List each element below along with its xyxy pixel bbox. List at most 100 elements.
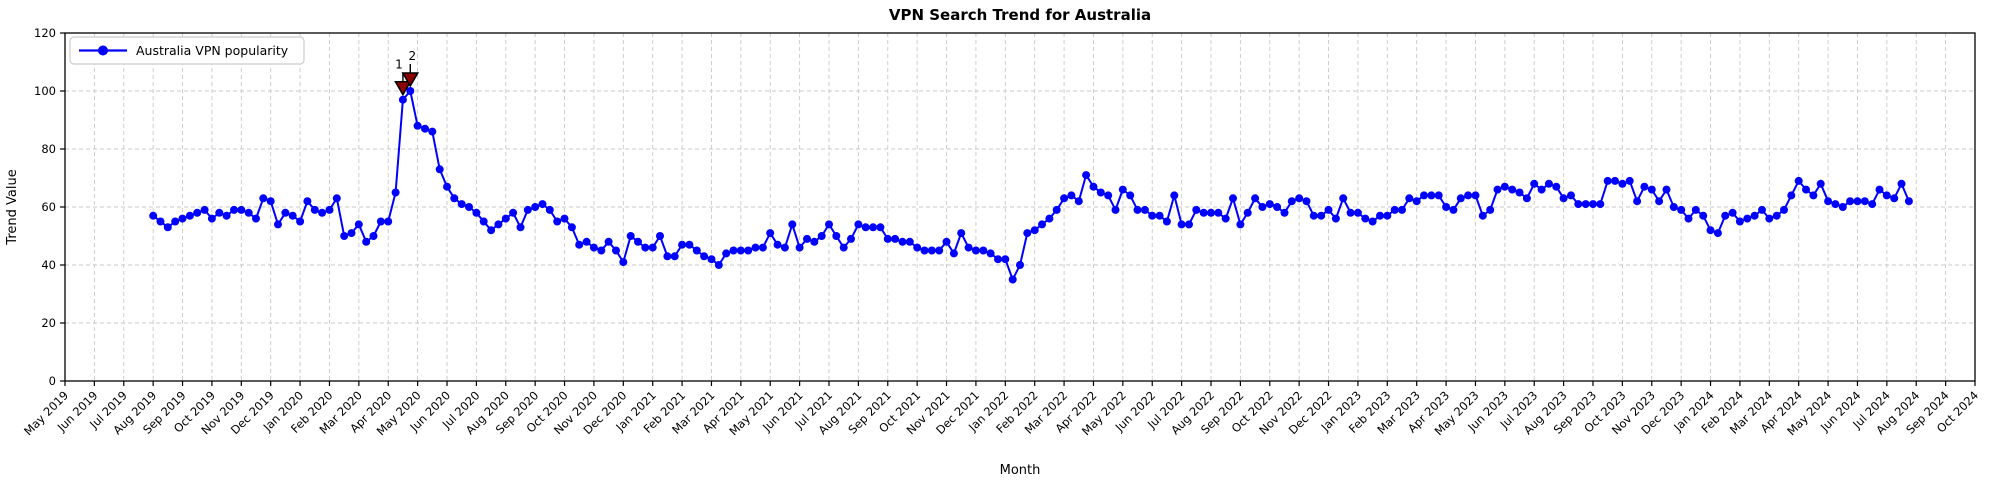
data-point: [861, 223, 870, 232]
data-point: [869, 223, 878, 232]
data-point: [729, 246, 738, 255]
data-point: [1655, 197, 1664, 206]
data-point: [1721, 211, 1730, 220]
data-point: [1346, 208, 1355, 217]
data-point: [832, 232, 841, 240]
data-point: [1096, 188, 1105, 197]
data-point: [949, 249, 958, 258]
data-point: [318, 208, 327, 217]
data-point: [1427, 191, 1436, 200]
data-point: [920, 246, 929, 255]
data-point: [1728, 208, 1737, 217]
data-point: [538, 200, 547, 209]
data-point: [1500, 182, 1509, 191]
data-point: [1295, 194, 1304, 203]
data-point: [935, 246, 944, 255]
data-point: [1383, 211, 1392, 220]
data-point: [1456, 194, 1465, 203]
annotation-label: 2: [408, 49, 416, 63]
data-point: [994, 255, 1002, 264]
grid-layer: [64, 32, 1976, 382]
data-point: [1221, 214, 1230, 223]
data-point: [149, 211, 158, 220]
annotations-layer: 12: [394, 49, 420, 97]
data-point: [266, 197, 275, 206]
legend: Australia VPN popularity: [69, 36, 305, 65]
data-point: [259, 194, 268, 203]
data-point: [472, 208, 481, 217]
data-point: [288, 211, 297, 220]
data-point: [1302, 197, 1311, 206]
data-point: [1662, 185, 1671, 194]
annotation-triangle-marker: [394, 80, 412, 97]
data-point: [1023, 229, 1032, 238]
data-point: [1177, 220, 1186, 229]
data-point: [244, 208, 253, 217]
data-point: [986, 249, 995, 258]
data-point: [1647, 185, 1656, 194]
data-point: [391, 188, 400, 197]
data-point: [1471, 191, 1480, 200]
data-point: [1265, 200, 1274, 209]
data-point: [413, 121, 422, 130]
data-point: [891, 234, 900, 243]
data-point: [1853, 197, 1862, 206]
data-point: [1089, 182, 1098, 191]
data-point: [1713, 229, 1722, 238]
data-point: [1677, 205, 1686, 214]
data-point: [398, 95, 407, 104]
data-point: [479, 217, 488, 226]
data-point: [1361, 214, 1370, 223]
data-point: [634, 237, 642, 246]
data-point: [303, 197, 312, 206]
legend-marker-sample: [98, 45, 108, 56]
data-point: [927, 246, 936, 255]
data-point: [1148, 211, 1157, 220]
data-point: [376, 217, 385, 226]
data-point: [1170, 191, 1179, 200]
data-point: [1706, 226, 1715, 235]
data-point: [1434, 191, 1443, 200]
data-point: [281, 208, 290, 217]
data-point: [722, 249, 731, 258]
data-point: [450, 194, 459, 203]
data-point: [1802, 185, 1810, 194]
annotation-triangle-marker: [401, 72, 420, 88]
y-tick-label: 0: [49, 374, 56, 388]
data-point: [1060, 194, 1069, 203]
data-point: [1574, 200, 1583, 209]
data-point: [1596, 200, 1605, 209]
data-point: [1882, 191, 1891, 200]
data-point: [1207, 208, 1215, 217]
data-point: [421, 124, 429, 133]
data-point: [178, 214, 187, 223]
data-point: [516, 223, 525, 232]
data-point: [1229, 194, 1237, 203]
data-point: [531, 203, 540, 211]
data-point: [560, 214, 569, 223]
data-point: [641, 243, 650, 252]
data-point: [369, 232, 378, 240]
data-point: [847, 234, 855, 243]
data-point: [1001, 255, 1010, 264]
data-point: [773, 240, 782, 249]
data-point: [207, 214, 216, 223]
data-point: [1309, 211, 1318, 220]
data-point: [494, 220, 503, 229]
data-point: [1567, 191, 1575, 200]
chart-title: VPN Search Trend for Australia: [889, 6, 1151, 24]
y-tick-label: 100: [34, 84, 56, 98]
data-point: [979, 246, 988, 255]
data-point: [656, 232, 664, 240]
data-point: [332, 194, 341, 203]
data-point: [905, 237, 914, 246]
data-point: [325, 205, 334, 214]
data-point: [1192, 205, 1201, 214]
data-point: [1353, 208, 1362, 217]
data-point: [230, 205, 238, 214]
data-point: [435, 165, 444, 174]
data-point: [1331, 214, 1340, 223]
data-point: [406, 87, 415, 95]
legend-box: [69, 36, 305, 65]
